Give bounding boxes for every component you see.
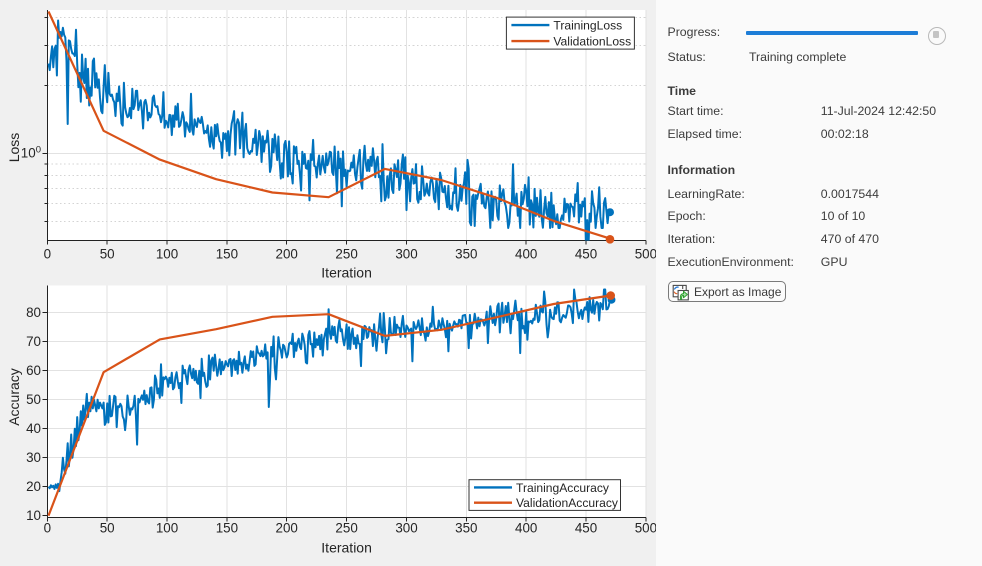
svg-text:400: 400 xyxy=(515,247,537,262)
svg-text:100: 100 xyxy=(156,521,178,536)
svg-text:200: 200 xyxy=(276,521,298,536)
svg-text:ValidationAccuracy: ValidationAccuracy xyxy=(516,496,619,510)
svg-text:Iteration: Iteration xyxy=(321,540,372,556)
svg-text:100: 100 xyxy=(21,145,41,161)
svg-text:500: 500 xyxy=(635,247,657,262)
svg-text:250: 250 xyxy=(335,247,357,262)
svg-text:Accuracy: Accuracy xyxy=(6,368,22,426)
svg-text:400: 400 xyxy=(515,521,537,536)
svg-text:150: 150 xyxy=(216,521,238,536)
svg-text:150: 150 xyxy=(216,247,238,262)
svg-text:500: 500 xyxy=(635,521,657,536)
svg-text:450: 450 xyxy=(575,247,597,262)
svg-text:250: 250 xyxy=(335,521,357,536)
svg-text:350: 350 xyxy=(455,521,477,536)
svg-text:30: 30 xyxy=(26,450,41,465)
svg-text:350: 350 xyxy=(455,247,477,262)
svg-text:TrainingLoss: TrainingLoss xyxy=(553,19,622,33)
svg-text:300: 300 xyxy=(395,521,417,536)
svg-text:0: 0 xyxy=(44,521,51,536)
svg-text:450: 450 xyxy=(575,521,597,536)
svg-text:0: 0 xyxy=(44,247,51,262)
svg-text:ValidationLoss: ValidationLoss xyxy=(553,35,631,49)
svg-text:60: 60 xyxy=(26,363,41,378)
svg-text:200: 200 xyxy=(276,247,298,262)
svg-text:50: 50 xyxy=(100,247,115,262)
svg-text:10: 10 xyxy=(26,508,41,523)
svg-text:300: 300 xyxy=(395,247,417,262)
svg-text:70: 70 xyxy=(26,334,41,349)
svg-text:Iteration: Iteration xyxy=(321,265,372,281)
svg-text:100: 100 xyxy=(156,247,178,262)
svg-text:50: 50 xyxy=(26,392,41,407)
svg-text:20: 20 xyxy=(26,479,41,494)
svg-text:TrainingAccuracy: TrainingAccuracy xyxy=(516,481,610,495)
svg-text:40: 40 xyxy=(26,421,41,436)
svg-text:80: 80 xyxy=(26,305,41,320)
svg-text:Loss: Loss xyxy=(6,133,22,163)
svg-text:50: 50 xyxy=(100,521,115,536)
